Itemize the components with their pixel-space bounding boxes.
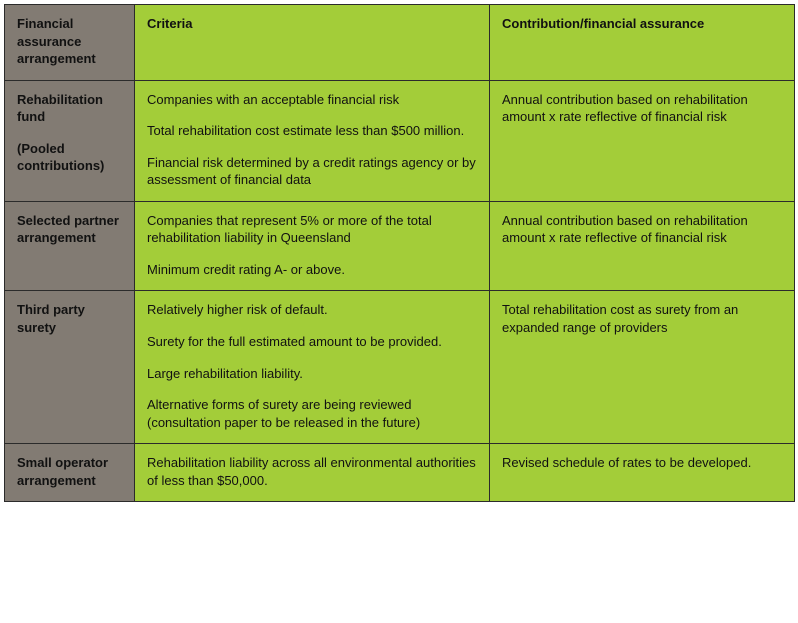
row-contribution: Annual contribution based on rehabilitat… [490, 201, 795, 291]
table-header-row: Financial assurance arrangement Criteria… [5, 5, 795, 81]
criteria-item: Alternative forms of surety are being re… [147, 396, 477, 431]
table-row: Third party surety Relatively higher ris… [5, 291, 795, 444]
financial-assurance-table: Financial assurance arrangement Criteria… [4, 4, 795, 502]
criteria-item: Total rehabilitation cost estimate less … [147, 122, 477, 140]
row-criteria: Relatively higher risk of default. Suret… [135, 291, 490, 444]
row-criteria: Companies with an acceptable financial r… [135, 80, 490, 201]
row-label: Rehabilitation fund (Pooled contribution… [5, 80, 135, 201]
header-col-criteria: Criteria [135, 5, 490, 81]
criteria-item: Minimum credit rating A- or above. [147, 261, 477, 279]
contribution-item: Revised schedule of rates to be develope… [502, 454, 782, 472]
row-label: Third party surety [5, 291, 135, 444]
header-col-arrangement: Financial assurance arrangement [5, 5, 135, 81]
table-row: Small operator arrangement Rehabilitatio… [5, 444, 795, 502]
row-criteria: Rehabilitation liability across all envi… [135, 444, 490, 502]
criteria-item: Companies with an acceptable financial r… [147, 91, 477, 109]
criteria-item: Financial risk determined by a credit ra… [147, 154, 477, 189]
criteria-item: Companies that represent 5% or more of t… [147, 212, 477, 247]
row-contribution: Total rehabilitation cost as surety from… [490, 291, 795, 444]
criteria-item: Surety for the full estimated amount to … [147, 333, 477, 351]
row-label-line: Rehabilitation fund [17, 91, 122, 126]
table-row: Selected partner arrangement Companies t… [5, 201, 795, 291]
row-criteria: Companies that represent 5% or more of t… [135, 201, 490, 291]
contribution-item: Annual contribution based on rehabilitat… [502, 91, 782, 126]
row-label-line: (Pooled contributions) [17, 140, 122, 175]
row-label-line: Selected partner arrangement [17, 212, 122, 247]
contribution-item: Total rehabilitation cost as surety from… [502, 301, 782, 336]
row-label-line: Small operator arrangement [17, 454, 122, 489]
row-label: Selected partner arrangement [5, 201, 135, 291]
criteria-item: Large rehabilitation liability. [147, 365, 477, 383]
row-label: Small operator arrangement [5, 444, 135, 502]
contribution-item: Annual contribution based on rehabilitat… [502, 212, 782, 247]
row-label-gap [17, 126, 122, 140]
criteria-item: Rehabilitation liability across all envi… [147, 454, 477, 489]
criteria-item: Relatively higher risk of default. [147, 301, 477, 319]
header-col-contribution: Contribution/financial assurance [490, 5, 795, 81]
table-row: Rehabilitation fund (Pooled contribution… [5, 80, 795, 201]
row-label-line: Third party surety [17, 301, 122, 336]
row-contribution: Annual contribution based on rehabilitat… [490, 80, 795, 201]
row-contribution: Revised schedule of rates to be develope… [490, 444, 795, 502]
